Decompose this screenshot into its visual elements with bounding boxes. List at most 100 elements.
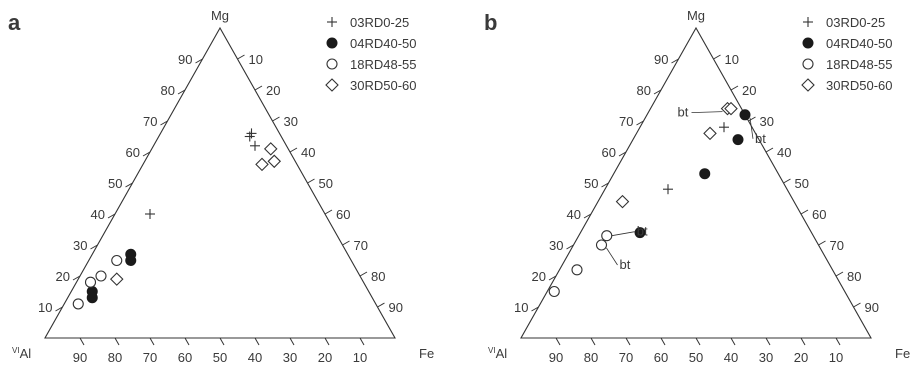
- tick-label-al: 20: [318, 350, 332, 365]
- data-point-open-circle: [72, 298, 84, 310]
- tick-mark: [800, 209, 809, 215]
- legend-label: 18RD48-55: [350, 57, 417, 72]
- tick-label-fe: 50: [319, 176, 333, 191]
- data-point-open-circle: [95, 270, 107, 282]
- tick-mark: [254, 337, 260, 346]
- data-point-filled-circle: [699, 168, 711, 180]
- tick-label-fe: 40: [777, 145, 791, 160]
- tick-mark: [177, 89, 186, 95]
- tick-label-mg: 20: [532, 269, 546, 284]
- data-point-diamond: [263, 142, 278, 156]
- tick-label-al: 20: [794, 350, 808, 365]
- data-point-filled-circle: [732, 134, 744, 146]
- tick-label-mg: 90: [654, 52, 668, 67]
- tick-mark: [79, 337, 85, 346]
- tick-mark: [713, 54, 721, 60]
- annotation-leader: [611, 231, 635, 237]
- panel-b: b Mg Fe VIAl 10 10 10 20 20 20 30 30 30 40 40 40 50 50 50 6…: [484, 8, 910, 365]
- data-point-open-circle: [601, 230, 613, 242]
- legend-marker: [802, 37, 814, 49]
- tick-label-mg: 60: [126, 145, 140, 160]
- data-point-diamond: [703, 126, 717, 141]
- data-point-open-circle: [111, 254, 123, 267]
- tick-label-fe: 30: [284, 114, 298, 129]
- legend-label: 03RD0-25: [350, 15, 409, 30]
- annotation-leader: [606, 247, 618, 266]
- tick-mark: [195, 58, 203, 64]
- tick-mark: [114, 337, 120, 346]
- data-point-open-circle: [595, 239, 608, 251]
- legend-label: 03RD0-25: [826, 15, 885, 30]
- tick-mark: [55, 306, 63, 312]
- tick-label-al: 40: [248, 350, 262, 365]
- data-point-diamond: [109, 272, 124, 286]
- tick-label-al: 60: [654, 350, 668, 365]
- apex-label-al: VIAl: [488, 346, 507, 361]
- tick-label-mg: 30: [549, 238, 563, 253]
- annotation-leader: [749, 117, 754, 139]
- tick-label-al: 80: [108, 350, 122, 365]
- tick-mark: [531, 306, 539, 312]
- data-point-plus: [145, 209, 155, 219]
- tick-label-al: 90: [73, 350, 87, 365]
- tick-mark: [219, 337, 225, 346]
- tick-mark: [359, 337, 365, 346]
- data-point-diamond: [255, 157, 269, 172]
- ternary-triangle: [520, 26, 872, 339]
- tick-label-fe: 20: [742, 83, 756, 98]
- tick-mark: [618, 151, 627, 157]
- tick-mark: [671, 58, 679, 64]
- tick-mark: [636, 120, 644, 126]
- data-point-open-circle: [571, 264, 583, 276]
- data-point-diamond: [615, 194, 630, 209]
- legend-marker: [326, 37, 338, 49]
- tick-mark: [184, 337, 190, 346]
- tick-label-fe: 60: [336, 207, 350, 222]
- tick-label-fe: 90: [865, 300, 879, 315]
- tick-mark: [237, 54, 245, 60]
- data-point-plus: [244, 131, 255, 142]
- tick-label-mg: 10: [38, 300, 52, 315]
- annotation-leader: [691, 111, 723, 113]
- tick-mark: [90, 244, 98, 250]
- tick-label-mg: 50: [108, 176, 122, 191]
- tick-mark: [835, 337, 841, 346]
- apex-label-fe: Fe: [419, 346, 434, 361]
- tick-mark: [272, 116, 280, 122]
- tick-label-mg: 30: [73, 238, 87, 253]
- legend-marker: [327, 17, 337, 27]
- tick-mark: [730, 337, 736, 346]
- tick-mark: [601, 182, 609, 188]
- apex-label-al: VIAl: [12, 346, 31, 361]
- tick-label-fe: 10: [725, 52, 739, 67]
- tick-label-fe: 20: [266, 83, 280, 98]
- tick-mark: [783, 178, 791, 184]
- legend-marker: [802, 58, 814, 70]
- tick-label-al: 70: [619, 350, 633, 365]
- data-point-open-circle: [84, 276, 97, 288]
- tick-label-al: 70: [143, 350, 157, 365]
- tick-mark: [377, 302, 385, 308]
- legend-label: 18RD48-55: [826, 57, 893, 72]
- data-point-diamond: [724, 101, 738, 116]
- tick-mark: [125, 182, 133, 188]
- tick-mark: [625, 337, 631, 346]
- legend-marker: [325, 78, 339, 92]
- data-point-diamond: [267, 154, 282, 169]
- tick-label-al: 50: [689, 350, 703, 365]
- tick-label-fe: 30: [760, 114, 774, 129]
- tick-label-fe: 80: [847, 269, 861, 284]
- data-point-filled-circle: [739, 109, 751, 121]
- tick-label-mg: 70: [619, 114, 633, 129]
- tick-label-fe: 70: [354, 238, 368, 253]
- tick-label-al: 10: [829, 350, 843, 365]
- tick-mark: [142, 151, 151, 157]
- apex-label-mg: Mg: [687, 8, 705, 23]
- tick-mark: [342, 240, 350, 246]
- tick-mark: [289, 147, 298, 153]
- tick-label-al: 30: [283, 350, 297, 365]
- tick-label-fe: 40: [301, 145, 315, 160]
- data-point-filled-circle: [634, 227, 646, 239]
- tick-label-fe: 60: [812, 207, 826, 222]
- panel-label: a: [8, 10, 21, 35]
